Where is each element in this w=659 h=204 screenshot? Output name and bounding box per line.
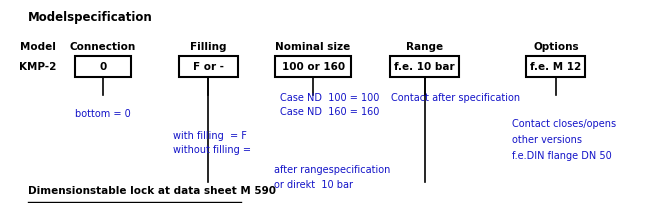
Text: f.e. 10 bar: f.e. 10 bar [394, 62, 455, 72]
Text: Nominal size: Nominal size [275, 42, 351, 52]
Text: bottom = 0: bottom = 0 [75, 109, 130, 119]
Text: Model: Model [20, 42, 55, 52]
FancyBboxPatch shape [390, 56, 459, 77]
FancyBboxPatch shape [527, 56, 585, 77]
Text: Dimensionstable lock at data sheet M 590: Dimensionstable lock at data sheet M 590 [28, 185, 275, 196]
Text: without filling =: without filling = [173, 145, 251, 155]
Text: 0: 0 [100, 62, 107, 72]
Text: or direkt  10 bar: or direkt 10 bar [273, 180, 353, 190]
FancyBboxPatch shape [179, 56, 238, 77]
Text: f.e.DIN flange DN 50: f.e.DIN flange DN 50 [512, 151, 612, 161]
Text: Contact closes/opens: Contact closes/opens [512, 119, 616, 129]
Text: Connection: Connection [70, 42, 136, 52]
Text: KMP-2: KMP-2 [19, 62, 56, 72]
Text: Contact after specification: Contact after specification [391, 93, 520, 103]
Text: Case ND  100 = 100: Case ND 100 = 100 [280, 93, 380, 103]
Text: 100 or 160: 100 or 160 [281, 62, 345, 72]
Text: Options: Options [533, 42, 579, 52]
Text: f.e. M 12: f.e. M 12 [530, 62, 581, 72]
Text: Range: Range [406, 42, 444, 52]
Text: Modelspecification: Modelspecification [28, 11, 152, 24]
Text: Case ND  160 = 160: Case ND 160 = 160 [280, 107, 380, 117]
Text: after rangespecification: after rangespecification [273, 165, 390, 175]
Text: F or -: F or - [192, 62, 223, 72]
FancyBboxPatch shape [275, 56, 351, 77]
FancyBboxPatch shape [75, 56, 131, 77]
Text: Filling: Filling [190, 42, 226, 52]
Text: with filling  = F: with filling = F [173, 131, 247, 141]
Text: other versions: other versions [512, 135, 582, 145]
